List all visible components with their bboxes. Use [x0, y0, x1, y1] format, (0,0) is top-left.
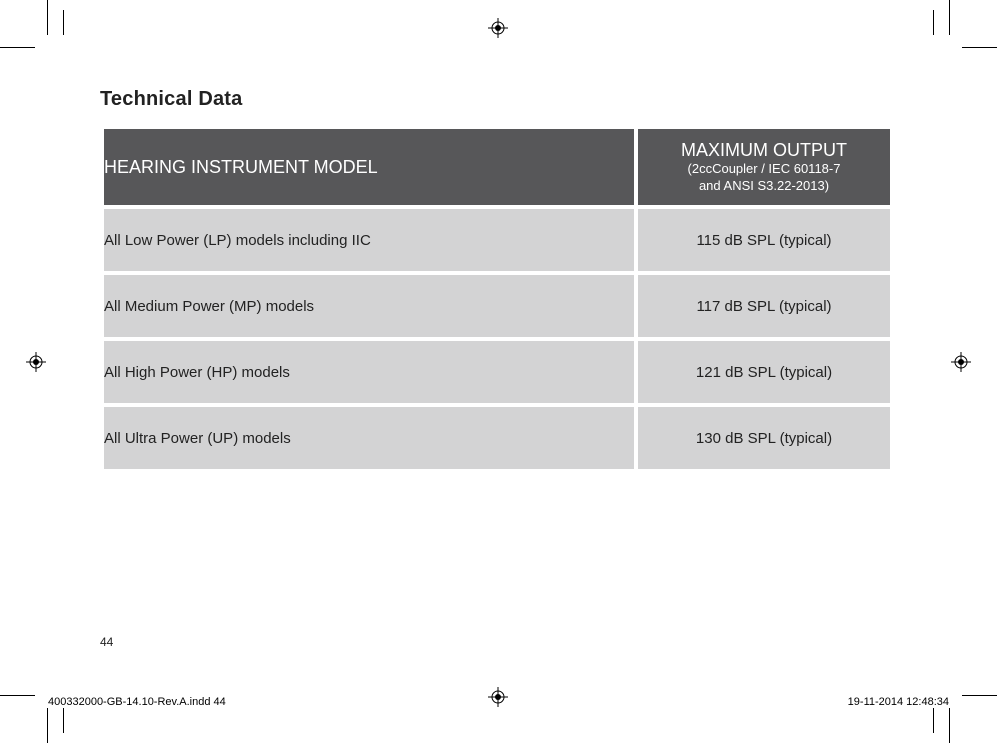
table-row: All High Power (HP) models 121 dB SPL (t…	[104, 341, 890, 403]
cell-model: All Low Power (LP) models including IIC	[104, 209, 634, 271]
footer-file: 400332000-GB-14.10-Rev.A.indd 44	[48, 696, 226, 708]
cell-model: All High Power (HP) models	[104, 341, 634, 403]
table-row: All Low Power (LP) models including IIC …	[104, 209, 890, 271]
page-number: 44	[100, 635, 113, 649]
column-header-output-sub2: and ANSI S3.22-2013)	[638, 178, 890, 194]
cell-output: 130 dB SPL (typical)	[638, 407, 890, 469]
table-row: All Medium Power (MP) models 117 dB SPL …	[104, 275, 890, 337]
section-title: Technical Data	[100, 88, 890, 111]
registration-mark-icon	[488, 18, 508, 38]
column-header-model: HEARING INSTRUMENT MODEL	[104, 129, 634, 205]
registration-mark-icon	[26, 352, 46, 372]
table-header-row: HEARING INSTRUMENT MODEL MAXIMUM OUTPUT …	[104, 129, 890, 205]
footer-datetime: 19-11-2014 12:48:34	[848, 696, 949, 708]
cell-model: All Ultra Power (UP) models	[104, 407, 634, 469]
technical-data-table: HEARING INSTRUMENT MODEL MAXIMUM OUTPUT …	[100, 125, 894, 473]
column-header-output-sub1: (2ccCoupler / IEC 60118-7	[638, 161, 890, 177]
registration-mark-icon	[951, 352, 971, 372]
page-content: Technical Data HEARING INSTRUMENT MODEL …	[100, 88, 890, 473]
cell-output: 121 dB SPL (typical)	[638, 341, 890, 403]
table-row: All Ultra Power (UP) models 130 dB SPL (…	[104, 407, 890, 469]
column-header-output: MAXIMUM OUTPUT (2ccCoupler / IEC 60118-7…	[638, 129, 890, 205]
cell-output: 117 dB SPL (typical)	[638, 275, 890, 337]
registration-mark-icon	[488, 687, 508, 707]
cell-output: 115 dB SPL (typical)	[638, 209, 890, 271]
cell-model: All Medium Power (MP) models	[104, 275, 634, 337]
column-header-output-title: MAXIMUM OUTPUT	[638, 140, 890, 161]
